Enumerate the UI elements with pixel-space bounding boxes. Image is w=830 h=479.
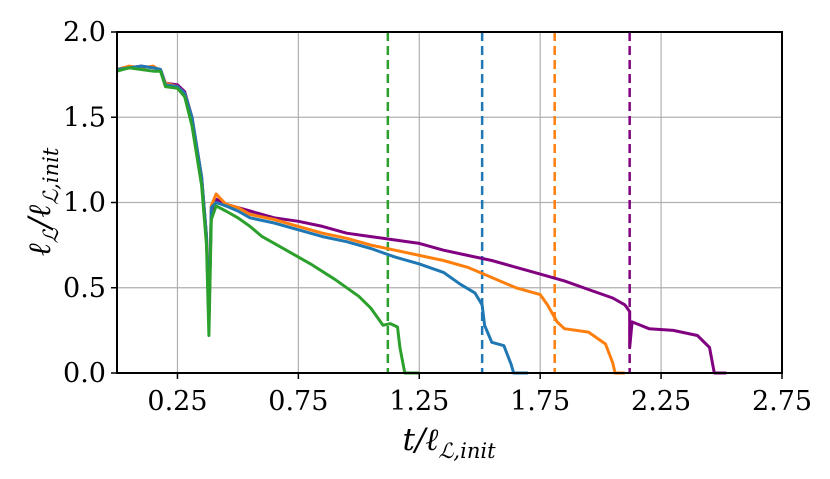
series-lines — [116, 64, 727, 375]
y-tick-label: 0.5 — [63, 273, 106, 304]
x-tick-label: 2.25 — [631, 386, 691, 417]
series-line — [116, 66, 420, 375]
x-tick-label: 2.75 — [752, 386, 812, 417]
x-tick-label: 0.25 — [147, 386, 207, 417]
y-tick-label: 0.0 — [63, 358, 106, 389]
y-tick-label: 1.0 — [63, 188, 106, 219]
y-axis-ticks: 0.0 0.5 1.0 1.5 2.0 — [63, 17, 117, 389]
y-tick-label: 2.0 — [63, 17, 106, 48]
x-tick-label: 1.75 — [510, 386, 570, 417]
x-axis-label: t/ℓℒ,init — [402, 422, 496, 463]
y-axis-label: ℓℒ/ℓℒ,init — [22, 147, 63, 256]
x-tick-label: 0.75 — [268, 386, 328, 417]
x-tick-label: 1.25 — [389, 386, 449, 417]
series-line — [116, 64, 625, 375]
y-tick-label: 1.5 — [63, 102, 106, 133]
x-axis-ticks: 0.25 0.75 1.25 1.75 2.25 2.75 — [147, 373, 812, 417]
series-line — [116, 64, 529, 375]
